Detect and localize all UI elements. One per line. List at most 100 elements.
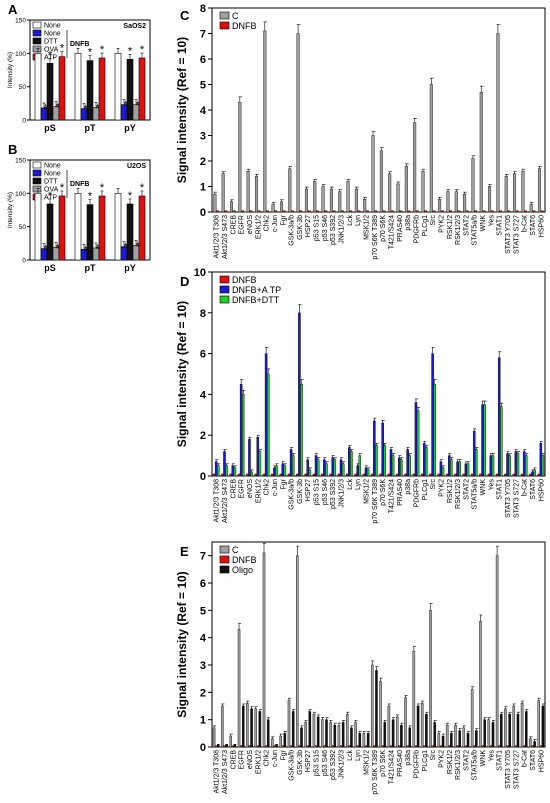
bar	[472, 430, 476, 477]
x-tick-label: p53 S392	[330, 215, 337, 245]
bar	[423, 443, 426, 477]
x-tick-label: GSK-3a/b	[289, 750, 296, 781]
bar	[246, 473, 249, 477]
bar	[391, 719, 395, 748]
bar	[258, 711, 262, 748]
bar	[239, 384, 243, 477]
y-tick-label: 0	[22, 118, 26, 125]
bar	[456, 745, 459, 748]
x-tick-label: Lck	[347, 750, 354, 761]
bar	[483, 404, 486, 477]
bar	[275, 465, 278, 477]
bar	[321, 473, 324, 477]
bar	[495, 555, 499, 748]
bar	[366, 469, 370, 477]
x-tick-label: WNK	[480, 215, 487, 232]
bar	[306, 745, 309, 748]
x-tick-label: HSP60	[538, 215, 545, 237]
bar	[213, 193, 217, 213]
bar	[495, 473, 499, 477]
bar	[323, 745, 326, 748]
bar	[458, 461, 461, 477]
y-tick-label: 0	[200, 207, 206, 219]
bar	[58, 56, 66, 121]
bar	[346, 714, 349, 748]
bar	[504, 473, 507, 477]
y-axis-label: Intensity (%)	[7, 52, 14, 88]
bar	[224, 210, 228, 213]
bar	[221, 173, 225, 213]
bar	[463, 193, 467, 213]
x-tick-label: Src	[430, 479, 437, 490]
bar	[273, 467, 276, 477]
bar	[233, 744, 237, 748]
group-label: DNFB	[70, 41, 89, 48]
bar	[504, 708, 507, 748]
bar	[448, 745, 451, 748]
bar	[231, 745, 235, 748]
x-tick-label: Lyn	[355, 750, 362, 761]
legend-swatch	[32, 21, 42, 29]
bar	[262, 473, 266, 477]
y-tick-label: 7	[200, 29, 206, 41]
bar	[388, 173, 392, 213]
bar	[429, 473, 432, 477]
legend-label: C	[232, 11, 239, 21]
bar	[34, 193, 42, 261]
bar	[250, 708, 253, 748]
panel-e: E 0 1 2 3 4 5 6 7 Signal intensity (Ref = 10) CDNF…	[175, 541, 546, 795]
bar	[288, 168, 292, 213]
bar	[389, 745, 393, 748]
significance-hash: #	[96, 103, 100, 110]
significance-star: *	[128, 190, 133, 202]
bar	[541, 455, 545, 477]
bar	[414, 745, 418, 748]
bar	[363, 199, 367, 213]
bar	[408, 455, 412, 477]
significance-hash: #	[124, 243, 128, 250]
bar	[114, 53, 122, 121]
bar	[537, 473, 540, 477]
bar	[337, 473, 341, 477]
legend-label: DNFB	[232, 275, 257, 285]
x-tick-label: p53 S392	[330, 750, 337, 780]
y-tick-label: 0	[200, 471, 206, 483]
x-tick-label: Yes	[488, 479, 495, 491]
x-tick-label: PRAS40	[397, 750, 404, 777]
bar	[223, 745, 226, 748]
bar	[316, 716, 320, 748]
bar	[315, 210, 319, 213]
x-tick-label: Yes	[488, 215, 495, 227]
bar	[281, 463, 285, 477]
x-tick-label: GSK-3a/b	[289, 215, 296, 246]
bar	[441, 735, 445, 748]
bar	[256, 745, 260, 748]
x-tick-label: HSP27	[305, 215, 312, 237]
bar	[412, 651, 416, 748]
x-tick-label: ERK1/2	[255, 479, 262, 503]
bar	[314, 455, 318, 477]
bar	[420, 473, 424, 477]
group-label: DNFB	[70, 181, 89, 188]
legend-swatch	[219, 275, 230, 284]
bar	[491, 722, 495, 748]
bar	[406, 449, 409, 477]
bar	[464, 463, 468, 477]
x-tick-label: CREB	[230, 750, 237, 770]
legend-label: None	[44, 23, 61, 30]
bar	[354, 188, 358, 213]
x-tick-label: JNK1/2/3	[339, 479, 346, 508]
bar	[395, 716, 399, 748]
bar	[138, 57, 146, 121]
bar	[464, 745, 468, 748]
x-tick-label: Akt1/2/3 T308	[214, 215, 221, 259]
bar	[433, 384, 436, 477]
legend-label: None	[44, 171, 61, 178]
x-tick-label: c-Jun	[272, 215, 279, 232]
bar	[475, 449, 478, 477]
cell-line-label: U2OS	[127, 163, 146, 170]
bar	[240, 210, 244, 213]
bar	[126, 59, 134, 121]
